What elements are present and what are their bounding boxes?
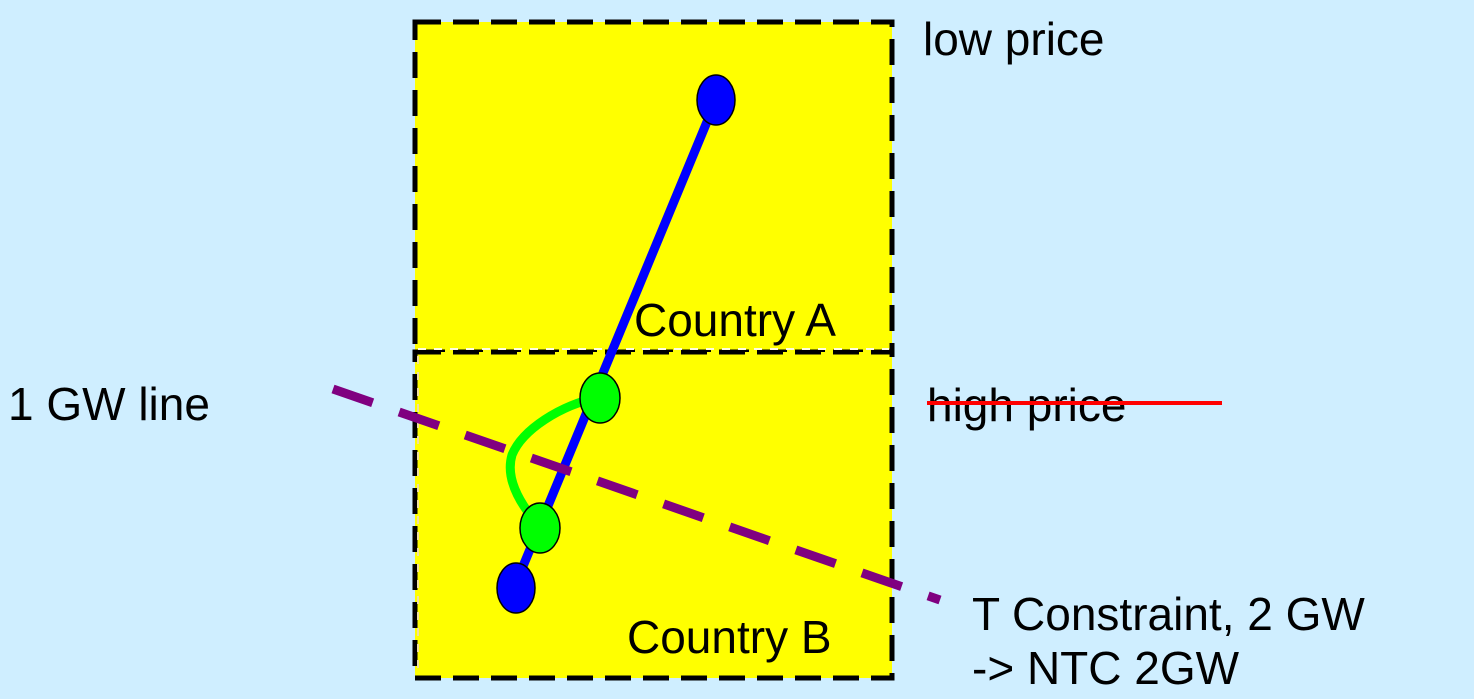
label-country-a: Country A bbox=[634, 294, 836, 346]
label-ntc: -> NTC 2GW bbox=[972, 642, 1240, 694]
label-country-b: Country B bbox=[627, 611, 832, 663]
label-t-constraint: T Constraint, 2 GW bbox=[972, 588, 1365, 640]
country-b-region bbox=[412, 349, 895, 681]
label-1gw-line: 1 GW line bbox=[8, 378, 210, 430]
green-node-upper bbox=[579, 372, 621, 424]
green-node-lower bbox=[519, 502, 561, 554]
country-a-region bbox=[412, 19, 895, 355]
blue-node-bottom bbox=[496, 562, 536, 614]
label-low-price: low price bbox=[923, 13, 1105, 65]
purple-1gw-line bbox=[331, 384, 942, 605]
green-flow-path bbox=[505, 392, 605, 532]
blue-node-top bbox=[696, 74, 736, 126]
